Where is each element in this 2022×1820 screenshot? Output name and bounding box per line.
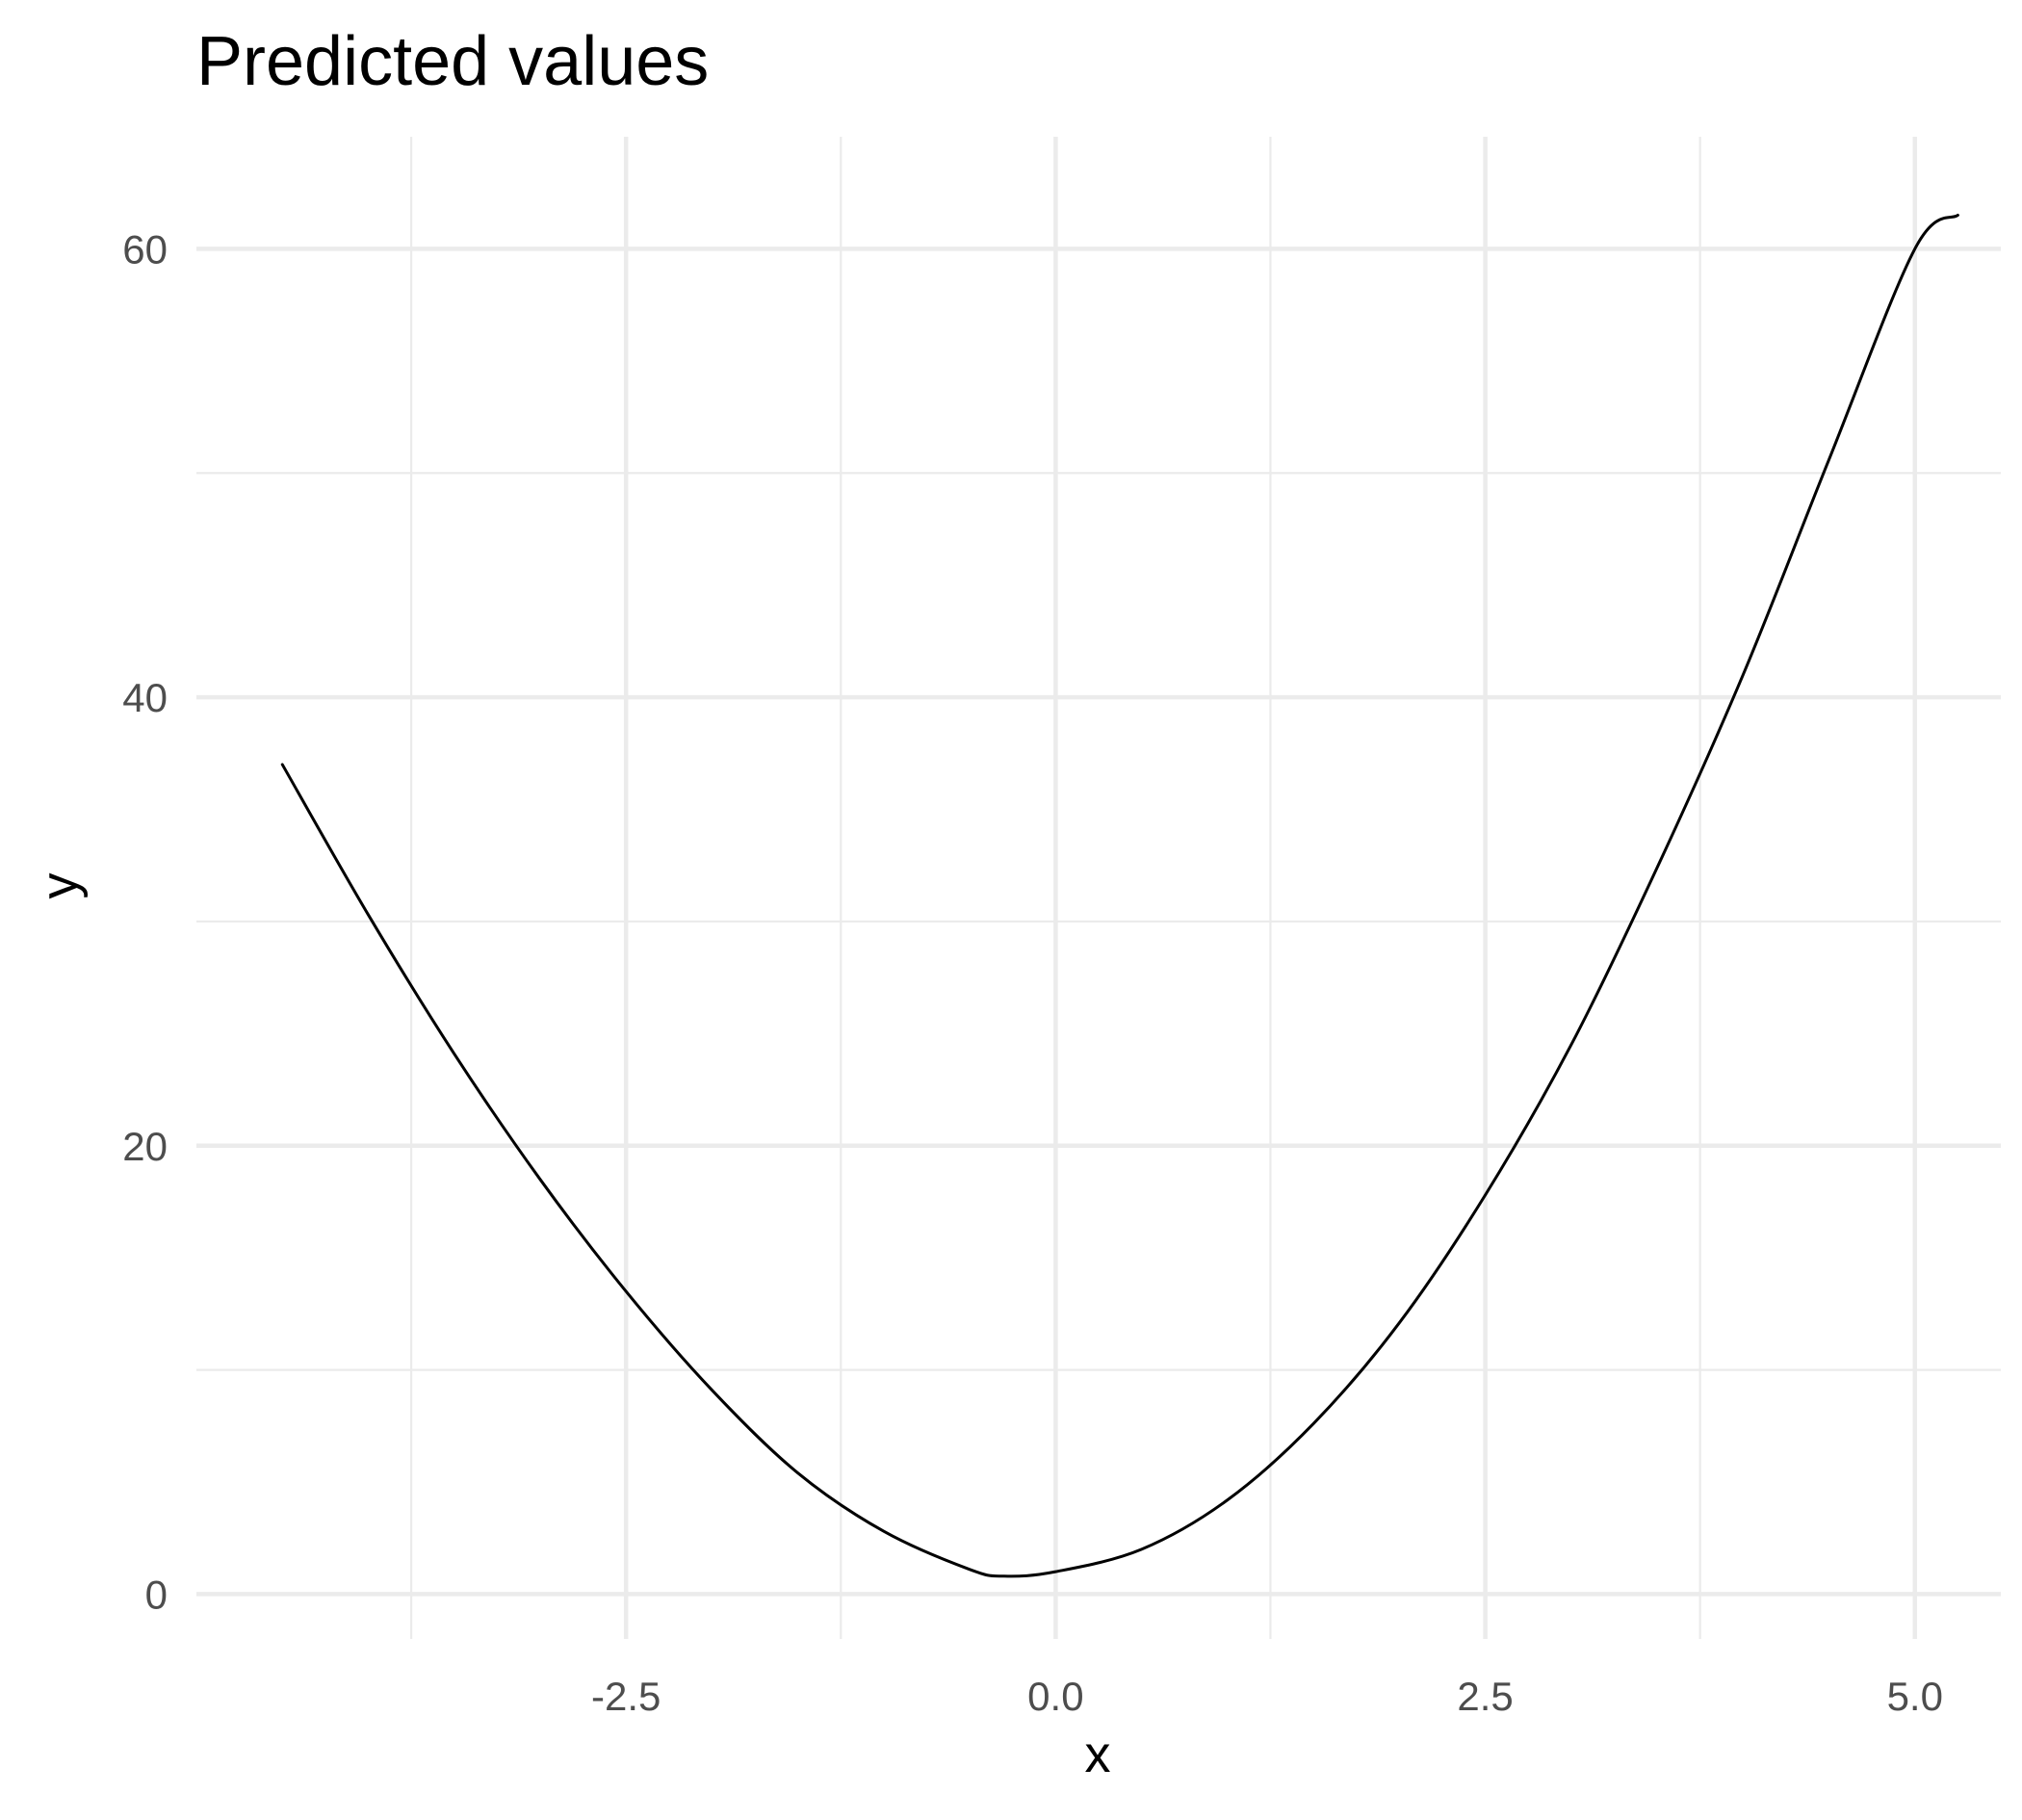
y-tick-label: 60: [122, 226, 168, 272]
series-line: [280, 213, 1959, 1578]
chart-title: Predicted values: [196, 23, 709, 100]
series-layer: [280, 213, 1959, 1578]
x-tick-label: 0.0: [1027, 1674, 1083, 1719]
x-axis-tick-labels: -2.5 0.0 2.5 5.0: [591, 1674, 1943, 1719]
x-tick-label: -2.5: [591, 1674, 661, 1719]
y-axis-tick-labels: 0 20 40 60: [122, 226, 168, 1617]
y-tick-label: 20: [122, 1124, 168, 1169]
major-gridlines: [196, 137, 2001, 1639]
x-tick-label: 5.0: [1887, 1674, 1943, 1719]
y-axis-title: y: [31, 873, 89, 899]
x-tick-label: 2.5: [1457, 1674, 1513, 1719]
x-axis-title: x: [1085, 1726, 1111, 1783]
y-tick-label: 0: [145, 1572, 168, 1617]
y-tick-label: 40: [122, 675, 168, 720]
minor-gridlines: [196, 137, 2001, 1639]
